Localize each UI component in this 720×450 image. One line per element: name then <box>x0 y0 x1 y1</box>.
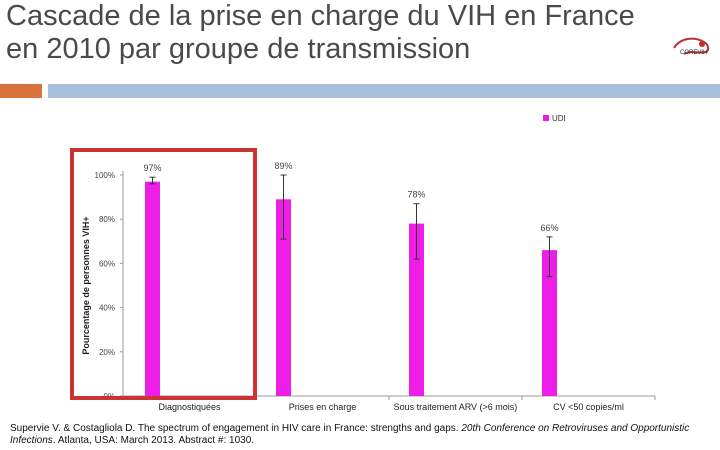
logo-label: COREVIH <box>680 50 708 56</box>
y-tick-label: 100% <box>95 171 115 180</box>
bar-1 <box>145 181 160 396</box>
citation-conference: 20th Conference on Retroviruses and Oppo… <box>10 423 690 446</box>
category-label: CV <50 copies/ml <box>553 402 624 412</box>
bar-2 <box>276 199 291 396</box>
data-label: 89% <box>274 161 292 171</box>
highlight-box <box>70 148 257 400</box>
slide-title: Cascade de la prise en charge du VIH en … <box>6 0 635 65</box>
y-axis-title: Pourcentage de personnes VIH+ <box>81 216 91 354</box>
bar-4 <box>542 250 557 396</box>
data-label: 78% <box>407 190 425 200</box>
category-label: Diagnostiquées <box>158 402 221 412</box>
legend-swatch <box>543 115 549 121</box>
y-tick-label: 40% <box>99 304 115 313</box>
accent-bar-orange <box>0 84 42 98</box>
data-label: 66% <box>540 223 558 233</box>
category-label: Sous traitement ARV (>6 mois) <box>394 402 518 412</box>
citation-tail: . Atlanta, USA: March 2013. Abstract #: … <box>52 435 255 446</box>
y-tick-label: 80% <box>99 215 115 224</box>
corevih-logo <box>664 34 714 72</box>
accent-bar-blue <box>48 84 720 98</box>
data-label: 97% <box>143 163 161 173</box>
category-label: Prises en charge <box>289 402 357 412</box>
legend-label: UDI <box>552 114 566 123</box>
bar-3 <box>409 223 424 396</box>
citation-authors: Supervie V. & Costagliola D. The spectru… <box>10 423 462 434</box>
citation: Supervie V. & Costagliola D. The spectru… <box>10 423 710 447</box>
cascade-chart: 0%20%40%60%80%100%Pourcentage de personn… <box>70 114 656 412</box>
y-tick-label: 20% <box>99 348 115 357</box>
y-tick-label: 60% <box>99 259 115 268</box>
